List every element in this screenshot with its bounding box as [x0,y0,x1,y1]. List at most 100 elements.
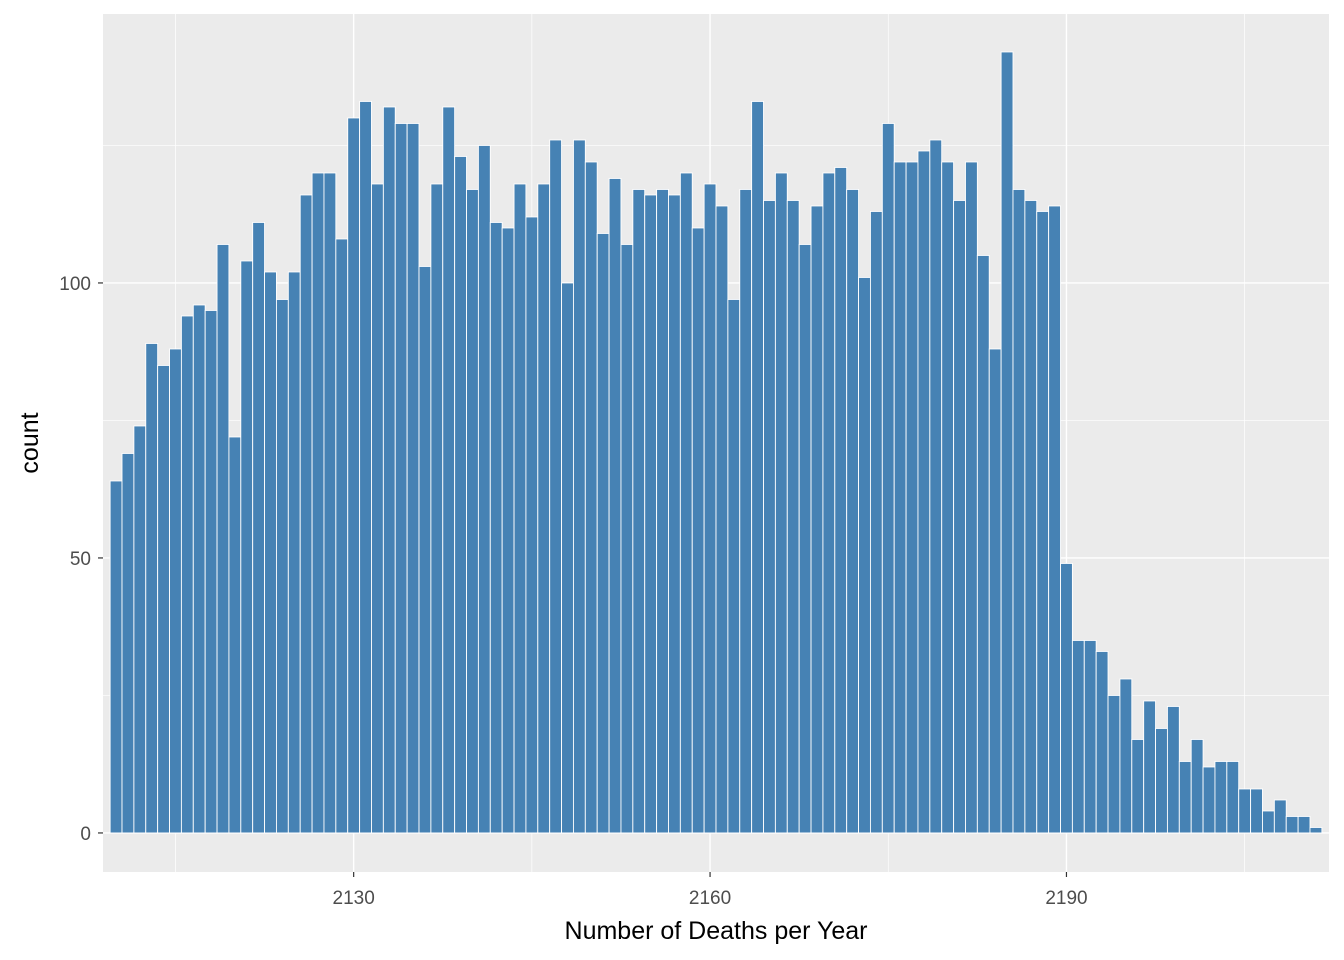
histogram-bar [133,425,147,834]
histogram-bar [1178,761,1192,834]
histogram-bar [537,183,551,834]
histogram-bar [620,243,634,834]
histogram-bar [632,188,646,834]
histogram-bar [513,183,527,834]
histogram-bar [1071,640,1085,834]
y-axis-title: count [16,412,44,473]
histogram-bar [240,260,254,834]
histogram-bar [881,122,895,834]
histogram-bar [751,100,764,834]
histogram-bar [275,299,289,834]
histogram-bar [489,221,503,834]
y-tick-label: 100 [59,274,91,295]
x-tick-label: 2190 [1045,888,1087,909]
histogram-bar [347,117,361,834]
y-tick-label: 50 [70,549,91,570]
histogram-bar [905,161,919,834]
x-axis-title: Number of Deaths per Year [565,917,868,945]
histogram-bar [846,188,860,834]
histogram-bar [1024,199,1038,834]
histogram-bar [786,199,800,834]
histogram-bar [1226,761,1240,834]
histogram-bar [929,139,943,834]
histogram-bar [264,271,277,834]
histogram-bar [1143,700,1157,834]
histogram-bar [810,205,824,834]
histogram-bar [180,315,194,834]
histogram-bar [774,172,788,834]
histogram-bar [525,216,539,834]
histogram-bar [549,139,563,834]
histogram-bar [1048,205,1061,834]
histogram-bar [561,282,574,834]
histogram-bar [596,232,610,834]
histogram-bar [644,194,658,834]
histogram-bar [145,343,159,834]
histogram-bar [1119,678,1133,834]
histogram-bar [335,238,349,834]
histogram-bar [679,172,693,834]
histogram-bar [1155,728,1168,834]
histogram-bar [442,106,456,834]
histogram-bar [466,188,479,834]
histogram-bar [394,122,408,834]
histogram-bar [371,183,384,834]
x-tick-label: 2130 [333,888,375,909]
histogram-bar [430,183,444,834]
histogram-bar [477,144,491,834]
histogram-bar [572,139,586,834]
histogram-bar [869,210,883,834]
histogram-bar [1131,739,1145,834]
histogram-bar [1036,210,1050,834]
histogram-bar [157,365,170,834]
histogram-bar [204,310,218,834]
histogram-bar [668,194,681,834]
histogram-bar [1190,739,1204,834]
bars [109,51,1323,834]
histogram-bar [1250,788,1263,834]
histogram-bar [1060,563,1073,834]
histogram-bar [1297,816,1311,834]
histogram-bar [311,172,325,834]
histogram-bar [1309,827,1323,834]
histogram-bar [656,188,669,834]
histogram-bar [109,480,123,834]
histogram-bar [893,161,907,834]
histogram-bar [798,243,812,834]
histogram-bar [1107,695,1121,834]
histogram-bar [121,453,135,834]
histogram-bar [1238,788,1252,834]
histogram-bar [739,188,753,834]
histogram-bar [454,155,467,834]
histogram-bar [834,166,848,834]
histogram-bar [287,271,301,834]
y-tick-label: 0 [80,824,91,845]
histogram-bar [1166,706,1180,834]
histogram-bar [1000,51,1014,834]
histogram-bar [727,299,741,834]
histogram-bar [228,436,242,834]
y-axis-ticks: 0 50 100 [59,274,103,845]
histogram-bar [941,161,955,834]
histogram-bar [822,172,836,834]
histogram-bar [192,304,206,834]
histogram-bar [1262,810,1275,834]
histogram-bar [501,227,515,834]
histogram-bar [406,122,420,834]
histogram-bar [608,177,622,834]
histogram-bar [1285,816,1299,834]
histogram-bar [965,161,978,834]
x-axis-ticks: 2130 2160 2190 [333,872,1088,909]
histogram-bar [169,348,182,834]
histogram-bar [1083,640,1097,834]
histogram-bar [703,183,717,834]
histogram-bar [323,172,337,834]
histogram-bar [953,199,966,834]
histogram-bar [216,243,230,834]
histogram-bar [858,277,871,834]
histogram-bar [252,221,266,834]
histogram-bar [299,194,313,834]
histogram-bar [715,205,729,834]
histogram-bar [691,227,705,834]
